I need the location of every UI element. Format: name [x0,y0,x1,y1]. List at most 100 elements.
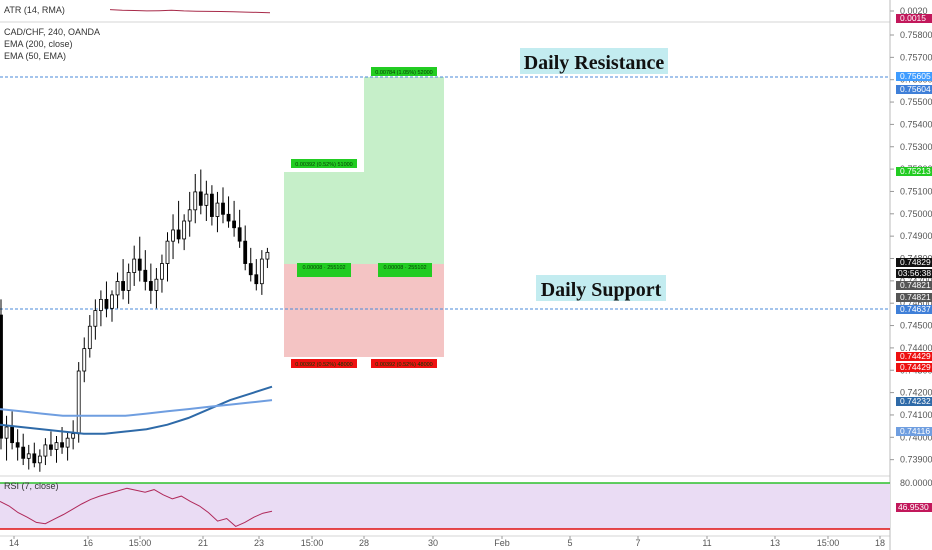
candle-body [121,281,125,291]
candle-body [43,444,48,457]
candle [226,196,231,228]
x-tick-label: 15:00 [301,538,324,548]
candle-body [259,258,264,285]
support-annotation[interactable]: Daily Support [536,275,666,301]
candle [221,187,225,224]
atr-label: ATR (14, RMA) [4,5,65,15]
candle [193,174,198,224]
candle [104,281,109,318]
position-2-entry-tag: 0.00008 · 255102 [378,263,432,277]
candle [43,438,48,466]
candle-body [137,258,142,271]
candle [232,200,237,237]
candle-body [232,220,237,229]
y-tick-label: 0.74200 [900,388,932,398]
candle [198,169,203,215]
candle [93,299,98,340]
candle [15,429,20,461]
candle-body [198,191,203,206]
candle-body [54,442,59,450]
y-tick-label: 0.75400 [900,119,932,129]
candle-body [148,281,153,291]
x-tick-label: 7 [635,538,640,548]
candle [82,337,87,383]
position-2-entry-label: 0.00008 · 255102 [383,265,426,271]
rsi-value-tag: 46.9530 [898,502,929,512]
y-tick-label: 0.75000 [900,209,932,219]
y-tick-label: 0.75800 [900,30,932,40]
rsi-indicator-panel: RSI (7, close) [0,481,890,530]
candle-body [26,453,31,459]
candle [148,263,153,304]
candle [171,214,175,260]
y-tick-label: 0.75500 [900,97,932,107]
candle-body [126,272,131,291]
stop-tag-2: 0.74429 [900,362,931,372]
candle [243,225,248,271]
candle-body [76,370,81,435]
rsi-level-tag: 80.0000 [900,478,932,488]
target-green-tag: 0.75213 [900,166,931,176]
x-tick-label: 18 [875,538,885,548]
candle-body [215,202,220,217]
candle [65,431,70,461]
y-tick-label: 0.75300 [900,142,932,152]
candle-body [154,278,159,291]
candle-body [143,269,148,282]
position-2-stop-tag: 0.00392 (0.52%) 48000 [371,359,437,368]
ema200-legend: EMA (200, close) [4,39,73,49]
candle-body [71,433,76,439]
position-1-entry-tag: 0.00008 · 255102 [297,263,351,277]
position-1-entry-label: 0.00008 · 255102 [302,265,345,271]
candle [176,200,181,244]
y-tick-label: 0.73900 [900,455,932,465]
candle [248,247,253,282]
candle [237,209,242,248]
candle-body [265,251,270,260]
candle [4,415,9,461]
candle-body [82,348,87,372]
position-1-target-tag: 0.00392 (0.52%) 51000 [291,159,357,168]
candle [215,191,220,233]
position-1-loss-zone [284,264,364,357]
candle [132,245,137,286]
candle [99,290,103,327]
candle-body [243,240,248,264]
candle [137,236,142,282]
candle-body [237,227,242,242]
y-tick-label: 0.74900 [900,231,932,241]
candle [26,444,31,470]
resistance-annotation[interactable]: Daily Resistance [520,48,668,74]
candle-body [204,193,209,206]
candle-body [87,325,92,350]
candle [204,180,209,222]
price-tags: 0.0015 0.75605 0.75604 0.75213 0.74829 0… [896,13,932,512]
position-1-profit-zone [284,172,364,264]
candle-body [226,213,231,222]
position-2-target-label: 0.00784 (1.05%) 52000 [375,70,433,76]
candle [254,259,259,291]
position-2-target-tag: 0.00784 (1.05%) 52000 [371,67,437,76]
rsi-line [0,487,273,527]
candle-body [171,229,175,242]
candle-body [49,444,53,450]
current-price-tag: 0.74829 [900,257,931,267]
candle-body [93,310,98,327]
y-tick-label: 0.74100 [900,410,932,420]
candle-body [10,426,15,444]
x-tick-label: 15:00 [129,538,152,548]
y-tick-label: 0.74600 [900,298,932,308]
y-tick-label: 0.75700 [900,52,932,62]
candle-body [160,263,164,280]
candle [115,272,120,309]
atr-value-tag: 0.0015 [900,13,926,23]
candle-body [176,229,181,240]
candle [76,362,81,443]
time-axis[interactable]: 14 16 15:00 21 23 15:00 28 30 Feb 5 7 11 13 15:00 18 [9,536,885,548]
entry-tag-1: 0.74821 [900,280,931,290]
candle [32,442,37,468]
candlestick-series [0,169,270,472]
y-tick-label: 0.74700 [900,276,932,286]
symbol-legend: CAD/CHF, 240, OANDA [4,27,100,37]
